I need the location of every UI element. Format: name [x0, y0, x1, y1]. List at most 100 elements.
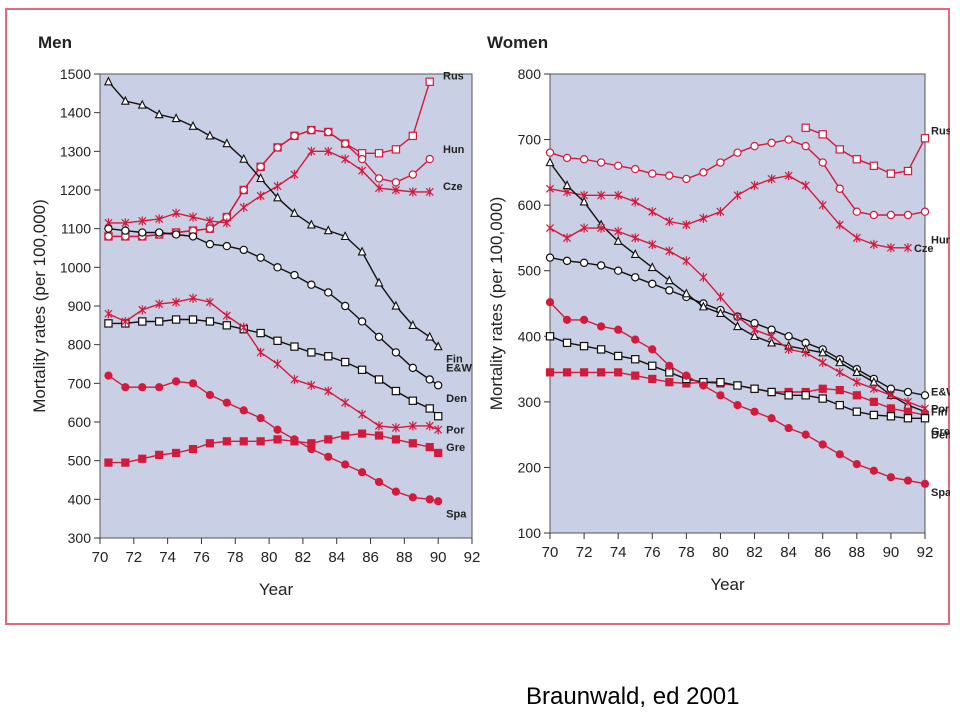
plot-area-men [99, 73, 473, 539]
data-point [682, 256, 691, 266]
data-point [357, 154, 367, 164]
data-point [614, 368, 623, 377]
x-tick-label: 92 [917, 544, 934, 561]
data-point [614, 190, 623, 200]
series-label: Rus [443, 71, 464, 83]
data-point [648, 207, 657, 217]
data-point [648, 361, 657, 370]
data-point [903, 414, 913, 423]
data-point [665, 286, 674, 295]
data-point [903, 387, 913, 397]
data-point [733, 190, 742, 200]
data-point [205, 439, 215, 448]
data-point [205, 317, 215, 326]
credit-text: Braunwald, ed 2001 [526, 683, 740, 710]
data-point [324, 452, 333, 461]
data-point [835, 220, 844, 230]
data-point [597, 223, 606, 233]
y-tick-label: 400 [68, 491, 92, 507]
data-point [665, 361, 674, 370]
data-point [733, 381, 742, 390]
data-point [121, 458, 130, 467]
data-point [682, 174, 691, 184]
data-point [433, 412, 443, 421]
data-point [425, 331, 435, 341]
series-women-por: Por [545, 223, 950, 415]
data-point [121, 226, 130, 235]
x-tick-label: 80 [712, 544, 729, 561]
x-tick-label: 78 [227, 549, 244, 566]
data-point [104, 458, 113, 467]
data-point [613, 161, 623, 170]
data-point [138, 454, 147, 463]
data-point [596, 158, 606, 167]
data-point [425, 77, 434, 86]
data-point [648, 169, 657, 178]
y-tick-label: 600 [518, 197, 542, 213]
data-point [324, 386, 333, 396]
y-tick-label: 700 [518, 132, 542, 148]
data-point [545, 157, 555, 167]
data-point [784, 135, 793, 144]
data-point [852, 207, 862, 216]
data-point [374, 421, 384, 431]
y-tick-label: 1400 [60, 105, 91, 121]
data-point [852, 233, 861, 243]
data-point [256, 173, 266, 183]
data-point [579, 315, 589, 324]
data-point [818, 347, 828, 357]
data-point [307, 146, 316, 156]
data-point [562, 368, 572, 377]
data-point [750, 180, 759, 191]
data-point [391, 423, 400, 433]
data-point [341, 398, 350, 408]
x-tick-label: 86 [814, 544, 831, 561]
data-point [408, 170, 418, 179]
data-point [869, 239, 878, 250]
series-women-cze: Cze [545, 171, 934, 255]
y-tick-label: 400 [518, 328, 542, 344]
data-point [597, 368, 606, 377]
data-point [104, 224, 113, 233]
data-point [869, 466, 878, 475]
data-point [103, 76, 113, 86]
data-point [433, 341, 443, 351]
data-point [138, 305, 147, 315]
data-point [681, 288, 691, 298]
data-point [579, 258, 589, 268]
data-point [664, 275, 674, 285]
data-point [545, 223, 555, 233]
y-tick-label: 1200 [60, 182, 91, 198]
data-point [579, 368, 589, 377]
data-point [391, 386, 401, 396]
data-point [222, 241, 232, 251]
data-point [408, 320, 418, 329]
data-point [205, 239, 215, 249]
data-point [205, 224, 215, 233]
data-point [801, 180, 810, 191]
data-point [171, 315, 181, 324]
data-point [138, 317, 147, 326]
data-point [562, 180, 572, 190]
data-point [818, 130, 827, 139]
figure-svg: Men 300 400 500 600 700 800 900 1000 1100 1200 1300… [5, 8, 957, 625]
data-point [614, 325, 623, 334]
series-women-hun: Hun [545, 135, 953, 247]
series-men-por: Por [104, 293, 465, 437]
data-point [138, 383, 147, 392]
data-point [104, 309, 113, 319]
data-point [120, 95, 130, 105]
x-axis-label-women: Year [710, 575, 745, 594]
data-point [239, 202, 248, 212]
series-label: Hun [443, 144, 465, 156]
data-point [613, 235, 623, 245]
data-point [886, 473, 896, 482]
x-tick-label: 74 [159, 549, 176, 566]
data-point [597, 190, 606, 200]
data-point [357, 429, 367, 438]
data-point [716, 158, 725, 167]
data-point [374, 277, 384, 287]
data-point [767, 387, 776, 397]
data-point [903, 476, 913, 485]
data-point [699, 381, 708, 390]
